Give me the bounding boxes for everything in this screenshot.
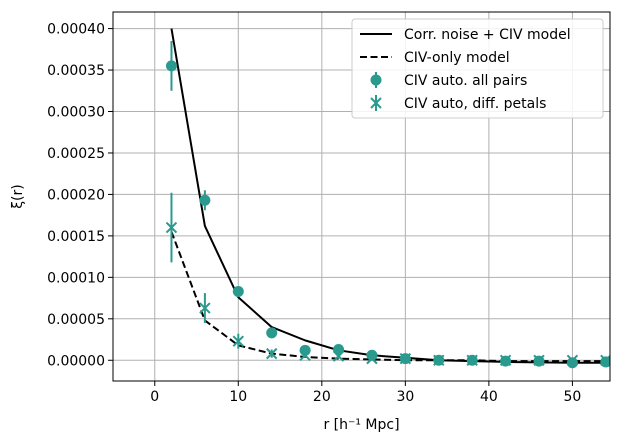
marker-stroke — [232, 335, 245, 347]
marker-stroke — [399, 352, 412, 365]
series-line-civ-only-model — [170, 231, 606, 363]
y-tick-label: 0.00025 — [47, 146, 105, 162]
marker-stroke — [499, 354, 512, 366]
x-tick-label: 40 — [480, 389, 498, 405]
legend: Corr. noise + CIV model CIV-only model CIV… — [351, 18, 604, 119]
point-civ-auto-all-pairs — [199, 194, 211, 206]
y-tick-label: 0.00005 — [47, 312, 105, 328]
point-civ-auto-all-pairs — [165, 60, 177, 72]
marker-stroke — [466, 354, 478, 366]
marker-stroke — [433, 354, 445, 366]
x-tick-label: 50 — [563, 389, 581, 405]
y-tick-label: 0.00030 — [47, 105, 105, 121]
point-civ-auto-diff-petals — [499, 354, 512, 366]
point-civ-auto-diff-petals — [433, 354, 445, 366]
marker-stroke — [265, 347, 278, 360]
point-civ-auto-diff-petals — [265, 347, 278, 360]
axis-ticks: 0 10 20 30 40 50 0.00000 0.00005 0.00010 0.00015 0… — [47, 22, 581, 405]
legend-label-civ-auto-all-pairs: CIV auto. all pairs — [404, 73, 527, 89]
y-tick-label: 0.00000 — [47, 353, 105, 369]
x-tick-label: 10 — [229, 389, 247, 405]
marker-stroke — [199, 302, 211, 314]
point-civ-auto-diff-petals — [232, 335, 245, 347]
marker-stroke — [370, 97, 382, 109]
point-civ-auto-diff-petals — [466, 354, 478, 366]
marker-stroke — [165, 221, 178, 234]
series-line-corr-noise-civ-model — [170, 28, 606, 364]
marker-stroke — [566, 354, 579, 366]
point-civ-auto-all-pairs — [566, 357, 578, 369]
legend-label-civ-only-model: CIV-only model — [404, 50, 510, 66]
point-civ-auto-diff-petals — [533, 354, 545, 366]
marker-stroke — [600, 354, 610, 366]
y-tick-label: 0.00015 — [47, 229, 105, 245]
plot-series — [165, 28, 610, 369]
legend-label-civ-auto-diff-petals: CIV auto, diff. petals — [404, 96, 546, 112]
point-civ-auto-all-pairs — [232, 285, 244, 297]
y-axis-label: ξ(r) — [10, 184, 26, 209]
legend-box — [351, 18, 604, 119]
point-civ-auto-diff-petals — [199, 302, 211, 314]
marker-stroke — [332, 350, 345, 362]
point-civ-auto-diff-petals — [600, 354, 610, 366]
plot-frame — [112, 11, 611, 382]
x-tick-label: 30 — [396, 389, 414, 405]
x-tick-label: 0 — [150, 389, 159, 405]
legend-handle-civ-auto-all-pairs — [370, 74, 382, 86]
point-civ-auto-all-pairs — [266, 327, 278, 339]
y-tick-label: 0.00035 — [47, 63, 105, 79]
point-civ-auto-diff-petals — [332, 350, 345, 362]
point-civ-auto-diff-petals — [566, 354, 579, 366]
point-civ-auto-diff-petals — [366, 352, 378, 365]
marker-stroke — [366, 352, 378, 365]
point-civ-auto-diff-petals — [399, 352, 412, 365]
legend-handle-civ-auto-diff-petals — [370, 97, 382, 109]
x-tick-label: 20 — [313, 389, 331, 405]
y-tick-label: 0.00020 — [47, 187, 105, 203]
legend-label-corr-noise-civ-model: Corr. noise + CIV model — [404, 27, 571, 43]
point-civ-auto-all-pairs — [366, 349, 378, 361]
x-axis-label: r [h⁻¹ Mpc] — [323, 417, 399, 433]
y-tick-label: 0.00010 — [47, 270, 105, 286]
marker-stroke — [533, 354, 545, 366]
marker-stroke — [299, 349, 311, 362]
point-civ-auto-diff-petals — [165, 221, 178, 234]
y-tick-label: 0.00040 — [47, 22, 105, 38]
point-civ-auto-diff-petals — [299, 349, 311, 362]
